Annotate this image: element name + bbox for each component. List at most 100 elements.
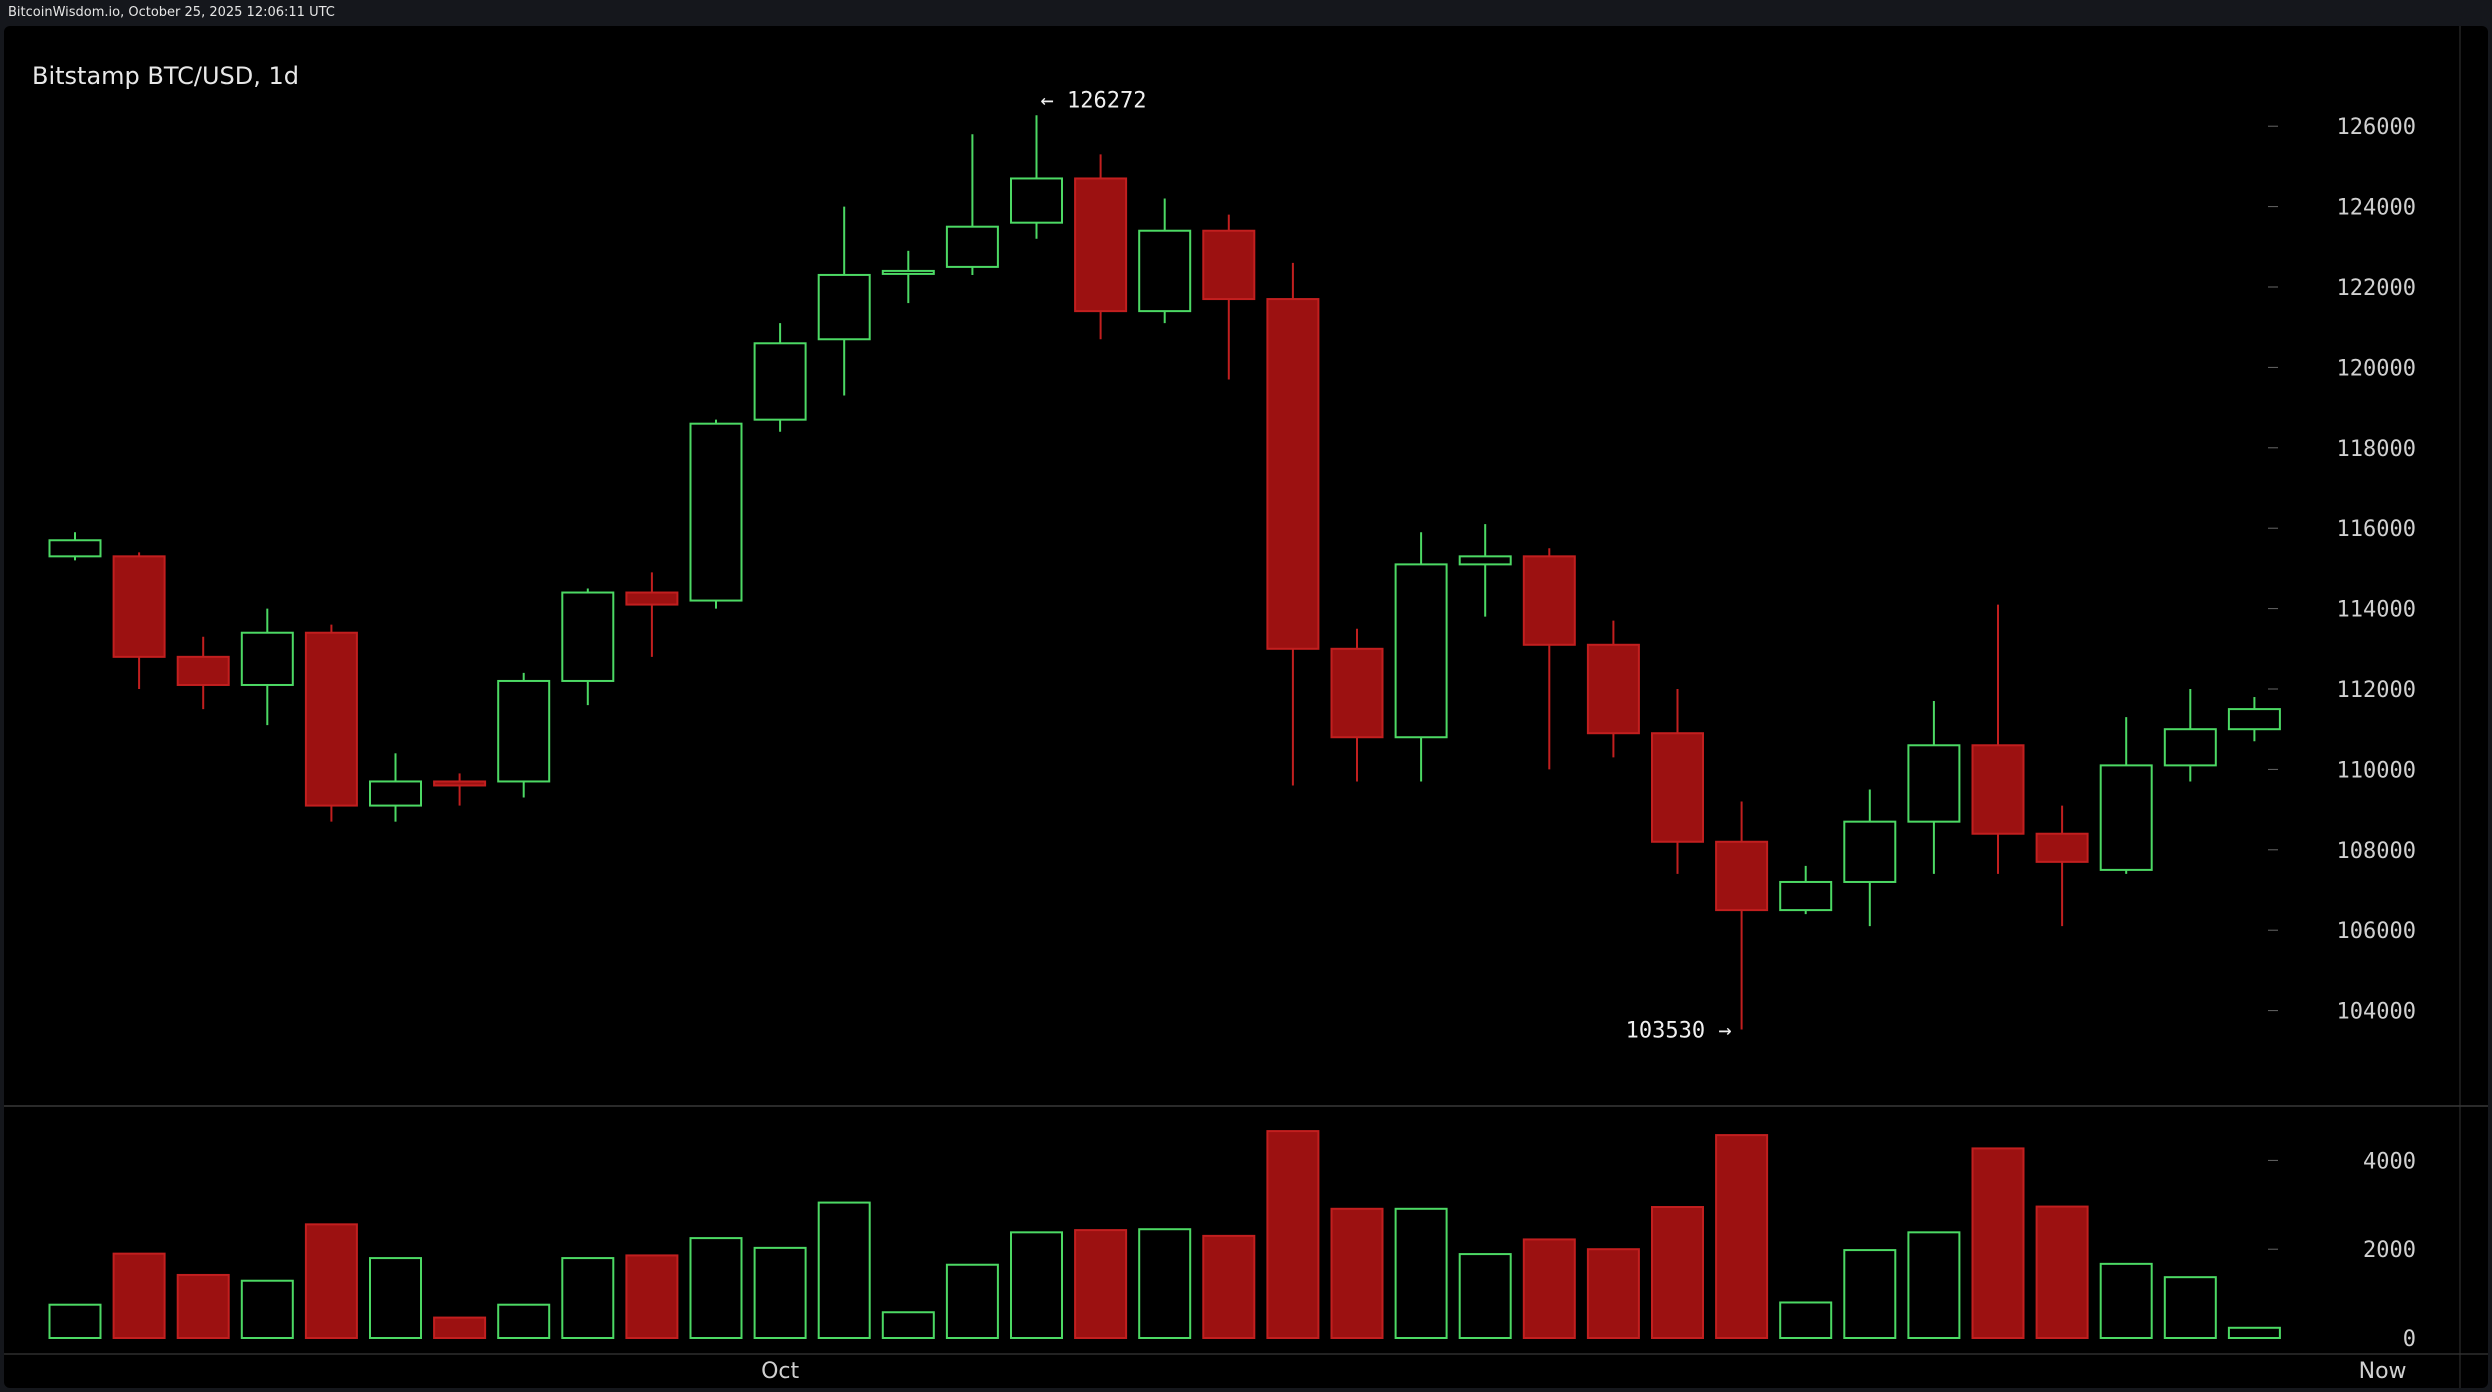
- price-tick-label: 108000: [2337, 839, 2416, 864]
- volume-tick-label: 0: [2403, 1327, 2416, 1352]
- candle[interactable]: [1843, 789, 1897, 927]
- volume-bar[interactable]: [1458, 1253, 1512, 1339]
- candle[interactable]: [2035, 805, 2089, 927]
- price-axis: 104000 106000 108000 110000 112000 114000 1160…: [2268, 115, 2416, 1025]
- volume-bar[interactable]: [1651, 1206, 1704, 1340]
- volume-bar[interactable]: [561, 1257, 615, 1339]
- volume-bar[interactable]: [881, 1311, 935, 1340]
- candle[interactable]: [1010, 115, 1063, 239]
- volume-bar[interactable]: [945, 1263, 999, 1339]
- candle[interactable]: [689, 419, 743, 609]
- volume-bar[interactable]: [48, 1303, 102, 1339]
- candle[interactable]: [2099, 717, 2153, 874]
- volume-bar[interactable]: [817, 1201, 871, 1339]
- candle[interactable]: [817, 206, 871, 396]
- top-bar: BitcoinWisdom.io, October 25, 2025 12:06…: [0, 0, 2492, 26]
- volume-bar[interactable]: [625, 1254, 679, 1340]
- price-tick-label: 116000: [2337, 517, 2416, 542]
- volume-bar[interactable]: [1843, 1249, 1897, 1340]
- candle-body-down: [1202, 229, 1256, 301]
- candle[interactable]: [945, 134, 999, 275]
- candle[interactable]: [1394, 532, 1448, 782]
- candle[interactable]: [2227, 697, 2281, 742]
- candle[interactable]: [1138, 198, 1192, 324]
- volume-bar[interactable]: [1907, 1231, 1961, 1339]
- candle-body-down: [1330, 647, 1384, 739]
- candle-body-up: [881, 269, 935, 275]
- candle[interactable]: [1715, 801, 1769, 1030]
- candle[interactable]: [1202, 214, 1256, 380]
- price-tick-label: 118000: [2337, 437, 2416, 462]
- price-tick-label: 124000: [2337, 196, 2416, 221]
- candle[interactable]: [48, 532, 102, 561]
- price-tick-label: 104000: [2337, 1000, 2416, 1025]
- candle-body-up: [48, 539, 102, 558]
- volume-bar[interactable]: [1266, 1130, 1320, 1339]
- candle[interactable]: [1971, 604, 2025, 874]
- volume-bar[interactable]: [1074, 1229, 1128, 1340]
- volume-bar[interactable]: [2099, 1262, 2153, 1340]
- volume-bar[interactable]: [112, 1252, 166, 1340]
- candle-body-up: [2163, 728, 2217, 767]
- candle[interactable]: [1586, 620, 1640, 758]
- candle[interactable]: [561, 588, 615, 706]
- candle[interactable]: [1330, 628, 1384, 782]
- candle-body-down: [625, 591, 679, 606]
- volume-bar[interactable]: [1330, 1207, 1384, 1340]
- candle[interactable]: [881, 250, 935, 304]
- candle-body-up: [2099, 764, 2153, 871]
- volume-layer: [48, 1130, 2281, 1340]
- candle-body-down: [1074, 177, 1128, 313]
- price-tick-label: 126000: [2337, 115, 2416, 140]
- candle[interactable]: [369, 753, 422, 822]
- volume-bar[interactable]: [497, 1303, 551, 1339]
- volume-bar[interactable]: [1971, 1147, 2025, 1339]
- candle[interactable]: [112, 552, 166, 689]
- candle[interactable]: [304, 624, 358, 822]
- volume-bar[interactable]: [1522, 1238, 1576, 1340]
- volume-bar[interactable]: [1715, 1134, 1769, 1340]
- candle[interactable]: [176, 636, 230, 710]
- volume-bar[interactable]: [240, 1279, 294, 1339]
- candle[interactable]: [1779, 865, 1833, 915]
- candle-body-down: [176, 655, 230, 686]
- volume-axis: 0 2000 4000: [2268, 1149, 2416, 1352]
- candle[interactable]: [497, 672, 551, 798]
- chart-title: Bitstamp BTC/USD, 1d: [32, 62, 300, 90]
- volume-bar[interactable]: [1138, 1228, 1192, 1339]
- candle-body-up: [817, 273, 871, 341]
- volume-bar[interactable]: [1394, 1207, 1448, 1340]
- candle-body-up: [1907, 744, 1961, 823]
- candle[interactable]: [1651, 689, 1704, 874]
- time-axis: Oct Now: [761, 1359, 2406, 1384]
- candle[interactable]: [1458, 524, 1512, 617]
- volume-bar[interactable]: [433, 1316, 487, 1340]
- candlestick-chart[interactable]: 104000 106000 108000 110000 112000 114000 1160…: [4, 26, 2488, 1388]
- candle[interactable]: [1522, 548, 1576, 770]
- candle[interactable]: [433, 773, 487, 806]
- candle[interactable]: [625, 572, 679, 657]
- volume-bar[interactable]: [753, 1246, 807, 1340]
- candle[interactable]: [1907, 701, 1961, 874]
- volume-bar[interactable]: [2227, 1326, 2281, 1339]
- candle-body-down: [1266, 298, 1320, 650]
- candle[interactable]: [240, 608, 294, 726]
- candle-body-up: [1394, 563, 1448, 739]
- volume-bar[interactable]: [689, 1237, 743, 1339]
- annotations-layer: ← 126272 103530 →: [1041, 88, 1732, 1043]
- candle[interactable]: [1266, 262, 1320, 786]
- candle[interactable]: [2163, 689, 2217, 782]
- volume-bar[interactable]: [1779, 1301, 1833, 1339]
- volume-bar[interactable]: [1586, 1248, 1640, 1339]
- volume-bar[interactable]: [2163, 1276, 2217, 1339]
- volume-bar[interactable]: [2035, 1205, 2089, 1340]
- volume-bar[interactable]: [369, 1257, 422, 1339]
- candle[interactable]: [1074, 154, 1128, 340]
- volume-bar[interactable]: [1202, 1234, 1256, 1340]
- volume-bar[interactable]: [176, 1273, 230, 1340]
- candle-body-down: [1651, 732, 1704, 843]
- volume-bar[interactable]: [304, 1223, 358, 1340]
- volume-bar[interactable]: [1010, 1231, 1063, 1339]
- candle-body-up: [2227, 708, 2281, 731]
- candle[interactable]: [753, 323, 807, 432]
